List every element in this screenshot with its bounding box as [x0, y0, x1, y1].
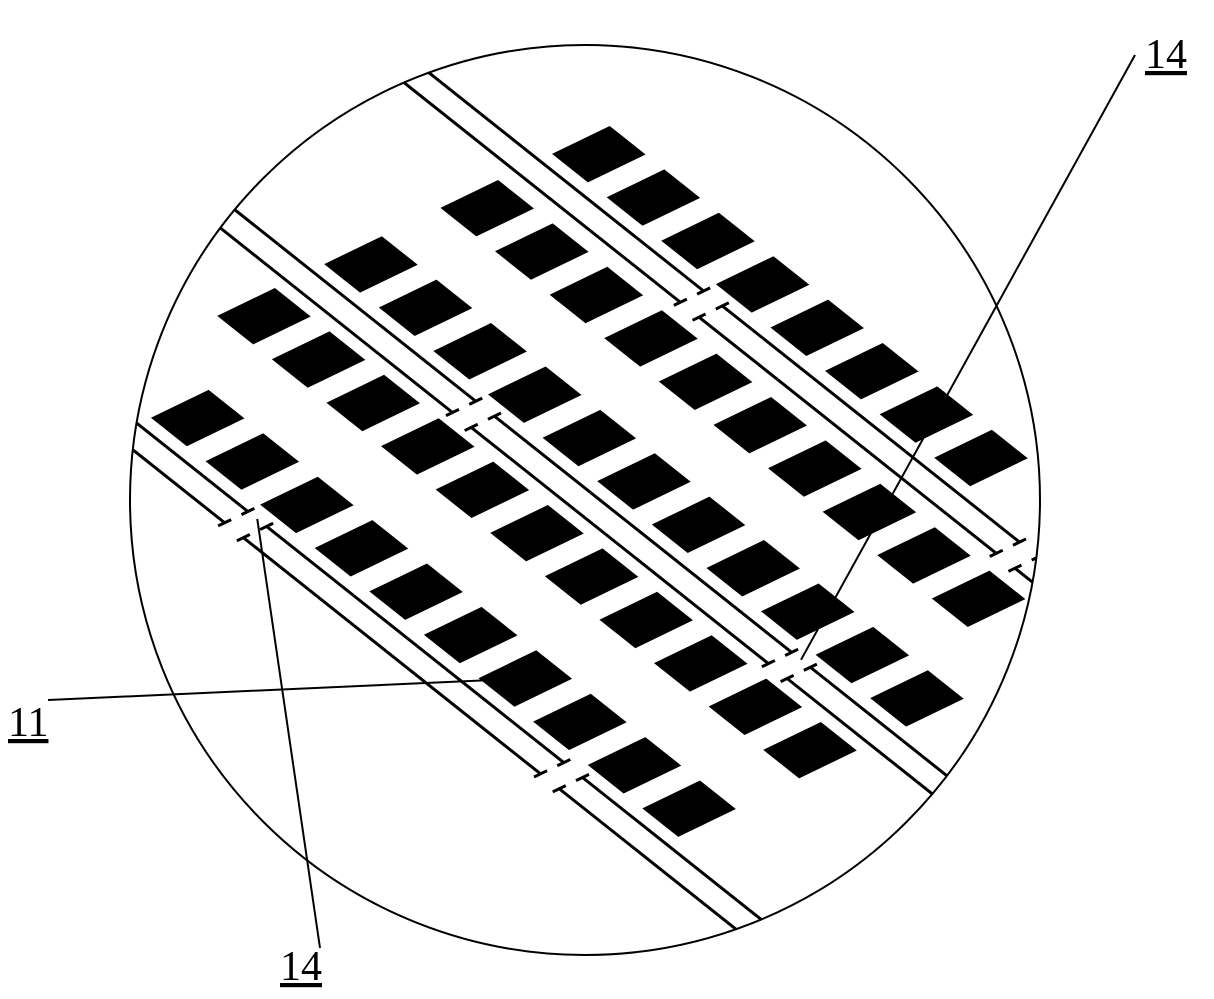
- diagram-svg: 11 14 14: [0, 0, 1214, 999]
- wafer-outline: [130, 45, 1040, 955]
- lane-line: [1015, 568, 1214, 830]
- label-11: 11: [8, 700, 48, 746]
- label-14_bottom: 14: [280, 944, 322, 990]
- label-14_top: 14: [1145, 32, 1187, 78]
- lane-line: [1038, 557, 1214, 819]
